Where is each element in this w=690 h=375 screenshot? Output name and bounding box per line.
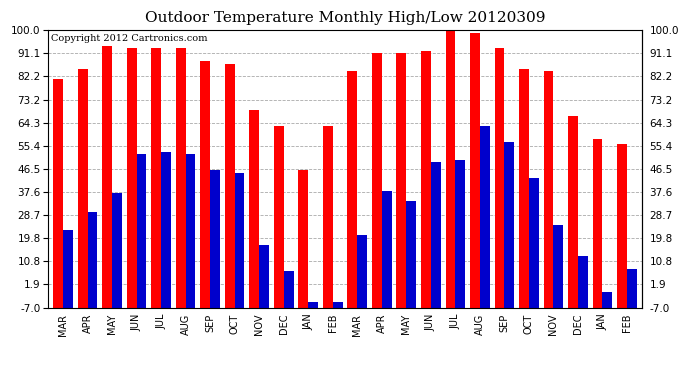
Bar	[357, 235, 367, 308]
Bar	[308, 302, 318, 307]
Bar	[348, 72, 357, 308]
Bar	[63, 230, 73, 308]
Bar	[323, 126, 333, 308]
Bar	[249, 110, 259, 308]
Bar	[151, 48, 161, 308]
Bar	[88, 211, 97, 308]
Bar	[627, 268, 637, 308]
Bar	[504, 141, 514, 308]
Bar	[406, 201, 416, 308]
Bar	[284, 271, 293, 308]
Bar	[298, 170, 308, 308]
Bar	[112, 194, 122, 308]
Bar	[382, 191, 392, 308]
Bar	[470, 33, 480, 308]
Bar	[578, 256, 588, 308]
Bar	[455, 160, 465, 308]
Text: Copyright 2012 Cartronics.com: Copyright 2012 Cartronics.com	[51, 34, 208, 43]
Bar	[529, 178, 539, 308]
Bar	[176, 48, 186, 308]
Bar	[78, 69, 88, 308]
Bar	[333, 302, 342, 307]
Bar	[186, 154, 195, 308]
Bar	[421, 51, 431, 308]
Bar	[602, 292, 612, 308]
Bar	[127, 48, 137, 308]
Bar	[200, 61, 210, 308]
Text: Outdoor Temperature Monthly High/Low 20120309: Outdoor Temperature Monthly High/Low 201…	[145, 11, 545, 25]
Bar	[544, 72, 553, 308]
Bar	[161, 152, 171, 308]
Bar	[235, 172, 244, 308]
Bar	[593, 139, 602, 308]
Bar	[137, 154, 146, 308]
Bar	[274, 126, 284, 308]
Bar	[519, 69, 529, 308]
Bar	[53, 79, 63, 308]
Bar	[553, 225, 563, 308]
Bar	[446, 27, 455, 308]
Bar	[495, 48, 504, 308]
Bar	[225, 64, 235, 308]
Bar	[259, 245, 269, 308]
Bar	[210, 170, 220, 308]
Bar	[102, 45, 112, 308]
Bar	[617, 144, 627, 308]
Bar	[431, 162, 441, 308]
Bar	[568, 116, 578, 308]
Bar	[397, 53, 406, 307]
Bar	[372, 53, 382, 307]
Bar	[480, 126, 490, 308]
